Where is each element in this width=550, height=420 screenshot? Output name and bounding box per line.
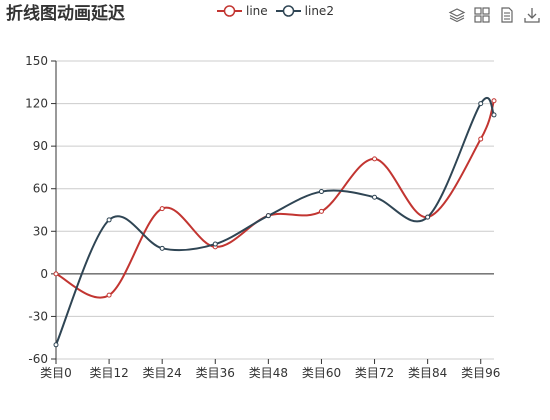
x-tick-label: 类目84 (408, 366, 447, 380)
data-point-line (106, 292, 112, 298)
x-tick-label: 类目48 (249, 366, 288, 380)
y-tick-label: -30 (28, 309, 48, 323)
y-tick-label: 30 (33, 224, 48, 238)
data-point-line2 (212, 241, 218, 247)
data-point-line (53, 271, 59, 277)
y-tick-label: 90 (33, 139, 48, 153)
data-point-line2 (478, 101, 484, 107)
legend-line-icon (217, 5, 242, 17)
data-point-line2 (53, 342, 59, 348)
y-tick-label: 0 (40, 267, 48, 281)
x-tick-label: 类目0 (40, 366, 72, 380)
data-point-line (159, 206, 165, 212)
legend: line line2 (217, 3, 342, 19)
download-icon[interactable] (523, 6, 541, 24)
data-point-line2 (106, 217, 112, 223)
data-point-line (478, 136, 484, 142)
data-point-line (372, 156, 378, 162)
legend-label-line: line (246, 4, 268, 18)
chart-title: 折线图动画延迟 (6, 4, 125, 24)
toolbox (448, 6, 548, 24)
data-point-line2 (491, 112, 497, 118)
data-point-line2 (318, 189, 324, 195)
x-tick-label: 类目12 (89, 366, 128, 380)
data-point-line (491, 98, 497, 104)
y-tick-label: 60 (33, 182, 48, 196)
series-line-line2 (55, 96, 495, 346)
legend-label-line2: line2 (304, 4, 334, 18)
x-tick-label: 类目60 (302, 366, 341, 380)
x-tick-label: 类目36 (196, 366, 235, 380)
series-line-line (55, 100, 495, 299)
grid-icon[interactable] (473, 6, 491, 24)
data-point-line2 (372, 194, 378, 200)
data-view-icon[interactable] (448, 6, 466, 24)
legend-item-line[interactable]: line (217, 3, 268, 19)
data-point-line2 (159, 245, 165, 251)
y-tick-label: 120 (25, 97, 48, 111)
document-icon[interactable] (498, 6, 516, 24)
data-point-line2 (265, 213, 271, 219)
y-tick-label: -60 (28, 352, 48, 366)
x-tick-label: 类目96 (461, 366, 500, 380)
legend-item-line2[interactable]: line2 (275, 3, 334, 19)
legend-line2-icon (275, 5, 301, 17)
x-tick-label: 类目72 (355, 366, 394, 380)
data-point-line (318, 208, 324, 214)
x-tick-label: 类目24 (143, 366, 182, 380)
data-point-line2 (425, 214, 431, 220)
y-tick-label: 150 (25, 54, 48, 68)
